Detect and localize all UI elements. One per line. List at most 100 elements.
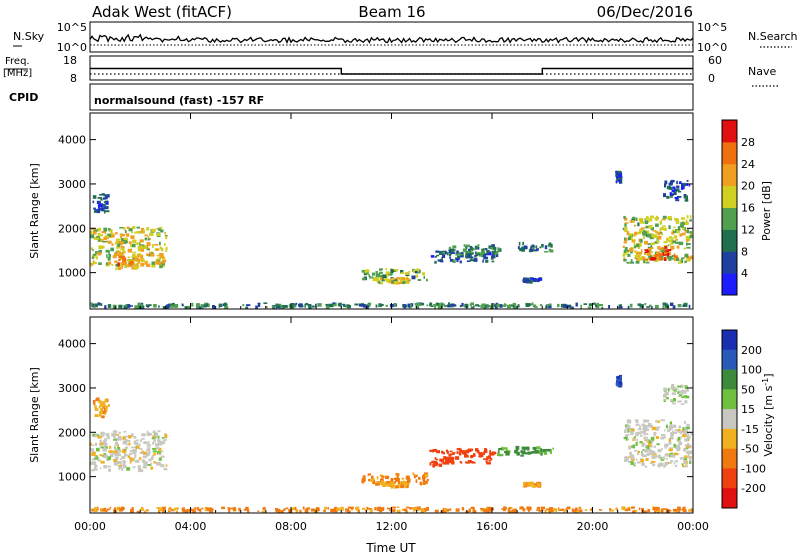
- power-echo-cell: [624, 247, 628, 251]
- velocity-echo-cell: [578, 506, 581, 509]
- velocity-echo-cell: [398, 481, 401, 484]
- power-echo-cell: [639, 221, 645, 224]
- nave-tick-bottom: 0: [708, 72, 715, 85]
- velocity-echo-cell: [645, 458, 649, 461]
- velocity-echo-cell: [665, 453, 667, 456]
- power-echo-cell: [391, 269, 397, 272]
- velocity-echo-cell: [147, 447, 151, 451]
- velocity-echo-cell: [97, 436, 102, 439]
- power-echo-cell: [103, 209, 106, 214]
- power-echo-cell: [280, 305, 283, 309]
- power-echo-cell: [416, 271, 421, 274]
- power-echo-cell: [131, 259, 135, 261]
- velocity-echo-cell: [681, 463, 684, 466]
- power-echo-cell: [354, 303, 359, 306]
- power-echo-cell: [563, 304, 568, 308]
- power-echo-cell: [670, 245, 675, 250]
- velocity-echo-cell: [660, 436, 665, 440]
- freq-label-line1: Freq.: [5, 56, 30, 67]
- power-echo-cell: [198, 306, 202, 309]
- velocity-echo-cell: [132, 466, 136, 469]
- velocity-echo-cell: [139, 451, 144, 455]
- power-echo-cell: [116, 249, 120, 254]
- power-echo-cell: [645, 233, 648, 237]
- velocity-echo-cell: [93, 402, 96, 406]
- velocity-echo-cell: [486, 456, 489, 461]
- power-echo-cell: [634, 224, 637, 227]
- power-echo-cell: [486, 249, 490, 254]
- velocity-echo-cell: [146, 449, 148, 452]
- power-echo-cell: [304, 303, 306, 308]
- power-echo-cell: [123, 305, 128, 309]
- power-echo-cell: [655, 304, 659, 309]
- colorbar-segment: [722, 141, 737, 165]
- power-echo-cell: [144, 234, 148, 237]
- velocity-echo-cell: [624, 429, 627, 433]
- power-echo-cell: [487, 305, 489, 309]
- velocity-echo-cell: [656, 443, 660, 446]
- power-echo-cell: [398, 281, 403, 285]
- velocity-echo-cell: [489, 450, 491, 454]
- velocity-echo-cell: [92, 444, 95, 447]
- power-echo-cell: [165, 249, 167, 252]
- velocity-echo-cell: [651, 426, 656, 431]
- velocity-echo-cell: [413, 507, 416, 512]
- power-echo-cell: [629, 236, 633, 240]
- power-echo-cell: [491, 254, 496, 258]
- velocity-echo-cell: [165, 468, 168, 471]
- power-echo-cell: [625, 249, 630, 252]
- velocity-colorbar-label: Velocity [m s-1]: [761, 373, 776, 456]
- power-echo-cell: [481, 305, 486, 308]
- velocity-echo-cell: [502, 509, 506, 512]
- power-echo-cell: [116, 246, 120, 249]
- colorbar-segment: [722, 163, 737, 187]
- power-echo-cell: [366, 271, 369, 275]
- velocity-echo-cell: [578, 509, 583, 513]
- power-echo-cell: [132, 251, 137, 254]
- beam-title: Beam 16: [358, 3, 425, 21]
- velocity-echo-cell: [262, 507, 266, 511]
- velocity-echo-cell: [96, 447, 100, 452]
- y-tick-label: 4000: [58, 338, 86, 351]
- power-echo-cell: [129, 260, 134, 265]
- velocity-echo-cell: [678, 425, 681, 429]
- power-echo-cell: [141, 257, 144, 261]
- power-echo-cell: [126, 241, 129, 244]
- velocity-echo-cell: [490, 509, 493, 512]
- velocity-echo-cell: [162, 439, 167, 441]
- velocity-echo-cell: [127, 455, 131, 458]
- velocity-echo-cell: [381, 478, 384, 481]
- power-echo-cell: [557, 303, 560, 308]
- velocity-echo-cell: [635, 432, 640, 435]
- velocity-echo-cell: [669, 424, 673, 428]
- velocity-echo-cell: [652, 506, 657, 511]
- power-echo-cell: [387, 271, 390, 276]
- velocity-echo-cell: [448, 459, 452, 464]
- power-echo-cell: [110, 247, 114, 252]
- power-echo-cell: [615, 170, 618, 175]
- power-echo-cell: [90, 263, 93, 267]
- velocity-echo-cell: [143, 451, 147, 455]
- power-echo-cell: [674, 235, 677, 238]
- power-echo-cell: [642, 231, 646, 236]
- power-echo-cell: [91, 303, 96, 308]
- power-echo-cell: [111, 264, 114, 267]
- velocity-echo-cell: [541, 508, 544, 511]
- power-echo-cell: [104, 207, 109, 210]
- velocity-echo-cell: [685, 450, 690, 454]
- power-echo-cell: [325, 303, 329, 306]
- velocity-echo-cell: [91, 469, 95, 472]
- power-echo-cell: [518, 241, 521, 246]
- power-echo-cell: [664, 304, 670, 308]
- power-echo-cell: [632, 216, 636, 220]
- velocity-echo-cell: [673, 462, 676, 465]
- velocity-echo-cell: [101, 435, 105, 437]
- power-echo-cell: [684, 253, 689, 257]
- power-echo-cell: [595, 304, 597, 308]
- power-echo-cell: [648, 254, 653, 259]
- velocity-echo-cell: [117, 449, 122, 453]
- velocity-data-marks: [90, 374, 693, 513]
- power-echo-cell: [637, 231, 642, 235]
- power-echo-cell: [453, 249, 456, 252]
